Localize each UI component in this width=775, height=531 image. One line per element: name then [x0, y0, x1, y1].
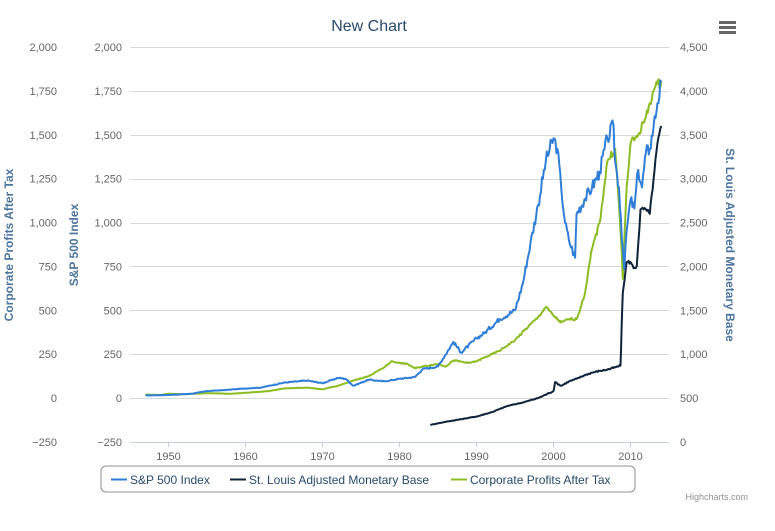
legend-item-2[interactable]: Corporate Profits After Tax [451, 473, 611, 487]
legend-item-1[interactable]: St. Louis Adjusted Monetary Base [230, 473, 429, 487]
y-sp500-tick-label-6: 1,250 [94, 174, 122, 186]
legend-label-2: Corporate Profits After Tax [470, 473, 611, 487]
y-monetary-tick-label-6: 3,000 [680, 174, 708, 186]
y-monetary-axis-title: St. Louis Adjusted Monetary Base [723, 148, 737, 342]
y-monetary-tick-label-4: 2,000 [680, 261, 708, 273]
y-sp500-tick-label-0: −250 [97, 437, 122, 449]
y-sp500-tick-label-8: 1,750 [94, 86, 122, 98]
y-profits-tick-label-7: 1,500 [29, 130, 57, 142]
y-sp500-tick-label-2: 250 [104, 349, 122, 361]
credit-text[interactable]: Highcharts.com [685, 492, 748, 502]
y-monetary-tick-label-0: 0 [680, 437, 686, 449]
series-line-1[interactable] [430, 125, 663, 426]
y-profits-tick-label-4: 750 [39, 261, 57, 273]
x-tick-label-4: 1990 [464, 451, 488, 463]
x-tick-label-3: 1980 [387, 451, 411, 463]
legend-label-1: St. Louis Adjusted Monetary Base [249, 473, 429, 487]
x-tick-label-1: 1960 [233, 451, 257, 463]
series-line-0[interactable] [145, 79, 663, 397]
axes: 1950 1960 1970 1980 1990 2000 2010 −250 0 250 500 7… [2, 42, 737, 463]
y-sp500-tick-label-1: 0 [116, 393, 122, 405]
y-monetary-tick-label-9: 4,500 [680, 42, 708, 54]
y-monetary-tick-label-8: 4,000 [680, 86, 708, 98]
y-monetary-tick-label-1: 500 [680, 393, 698, 405]
y-profits-tick-label-1: 0 [51, 393, 57, 405]
y-profits-tick-label-5: 1,000 [29, 218, 57, 230]
gridlines [130, 47, 669, 443]
hamburger-menu-icon[interactable] [719, 21, 736, 34]
y-sp500-tick-label-9: 2,000 [94, 42, 122, 54]
y-sp500-tick-label-3: 500 [104, 305, 122, 317]
y-profits-tick-label-0: −250 [32, 437, 57, 449]
y-monetary-tick-label-7: 3,500 [680, 130, 708, 142]
legend: S&P 500 Index St. Louis Adjusted Monetary… [100, 465, 636, 493]
x-tick-label-0: 1950 [156, 451, 180, 463]
y-profits-axis-title: Corporate Profits After Tax [2, 168, 16, 321]
y-sp500-tick-label-7: 1,500 [94, 130, 122, 142]
y-sp500-tick-label-4: 750 [104, 261, 122, 273]
x-tick-label-6: 2010 [618, 451, 642, 463]
y-monetary-tick-label-5: 2,500 [680, 218, 708, 230]
y-profits-tick-label-9: 2,000 [29, 42, 57, 54]
x-tick-label-5: 2000 [541, 451, 565, 463]
series-line-2[interactable] [145, 78, 663, 396]
y-monetary-tick-label-2: 1,000 [680, 349, 708, 361]
y-monetary-tick-label-3: 1,500 [680, 305, 708, 317]
chart-title: New Chart [331, 18, 407, 35]
legend-box [100, 465, 636, 493]
y-profits-tick-label-8: 1,750 [29, 86, 57, 98]
y-profits-tick-label-2: 250 [39, 349, 57, 361]
y-sp500-tick-label-5: 1,000 [94, 218, 122, 230]
y-profits-tick-label-6: 1,250 [29, 174, 57, 186]
y-sp500-axis-title: S&P 500 Index [67, 203, 81, 286]
series-layer [145, 78, 663, 426]
x-tick-label-2: 1970 [310, 451, 334, 463]
legend-item-0[interactable]: S&P 500 Index [111, 473, 210, 487]
y-profits-tick-label-3: 500 [39, 305, 57, 317]
legend-label-0: S&P 500 Index [130, 473, 210, 487]
